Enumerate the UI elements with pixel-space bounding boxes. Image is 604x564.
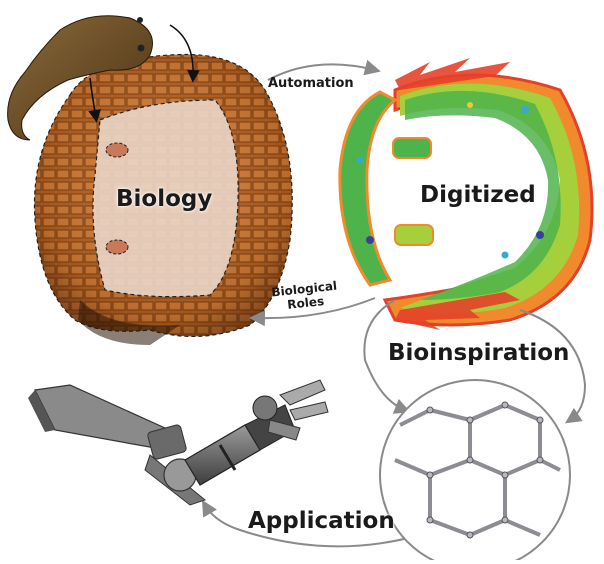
organism-icon [7, 15, 200, 141]
biology-inner-region [92, 99, 239, 298]
hexagonal-lattice-icon [379, 379, 571, 564]
label-biology: Biology [116, 186, 213, 212]
arrow-biological-roles [249, 297, 376, 327]
arrow-digitized-to-lattice [363, 299, 411, 414]
arrow-automation [267, 59, 381, 81]
label-application: Application [248, 508, 395, 534]
label-automation: Automation [268, 76, 354, 91]
label-bioinspiration: Bioinspiration [388, 340, 570, 366]
arrow-bioinspiration [519, 309, 587, 424]
digitized-mesh [338, 58, 594, 330]
biology-specimen [33, 53, 293, 345]
arrow-application [201, 499, 421, 548]
robot-arm-icon [28, 379, 329, 506]
label-digitized: Digitized [420, 182, 536, 208]
